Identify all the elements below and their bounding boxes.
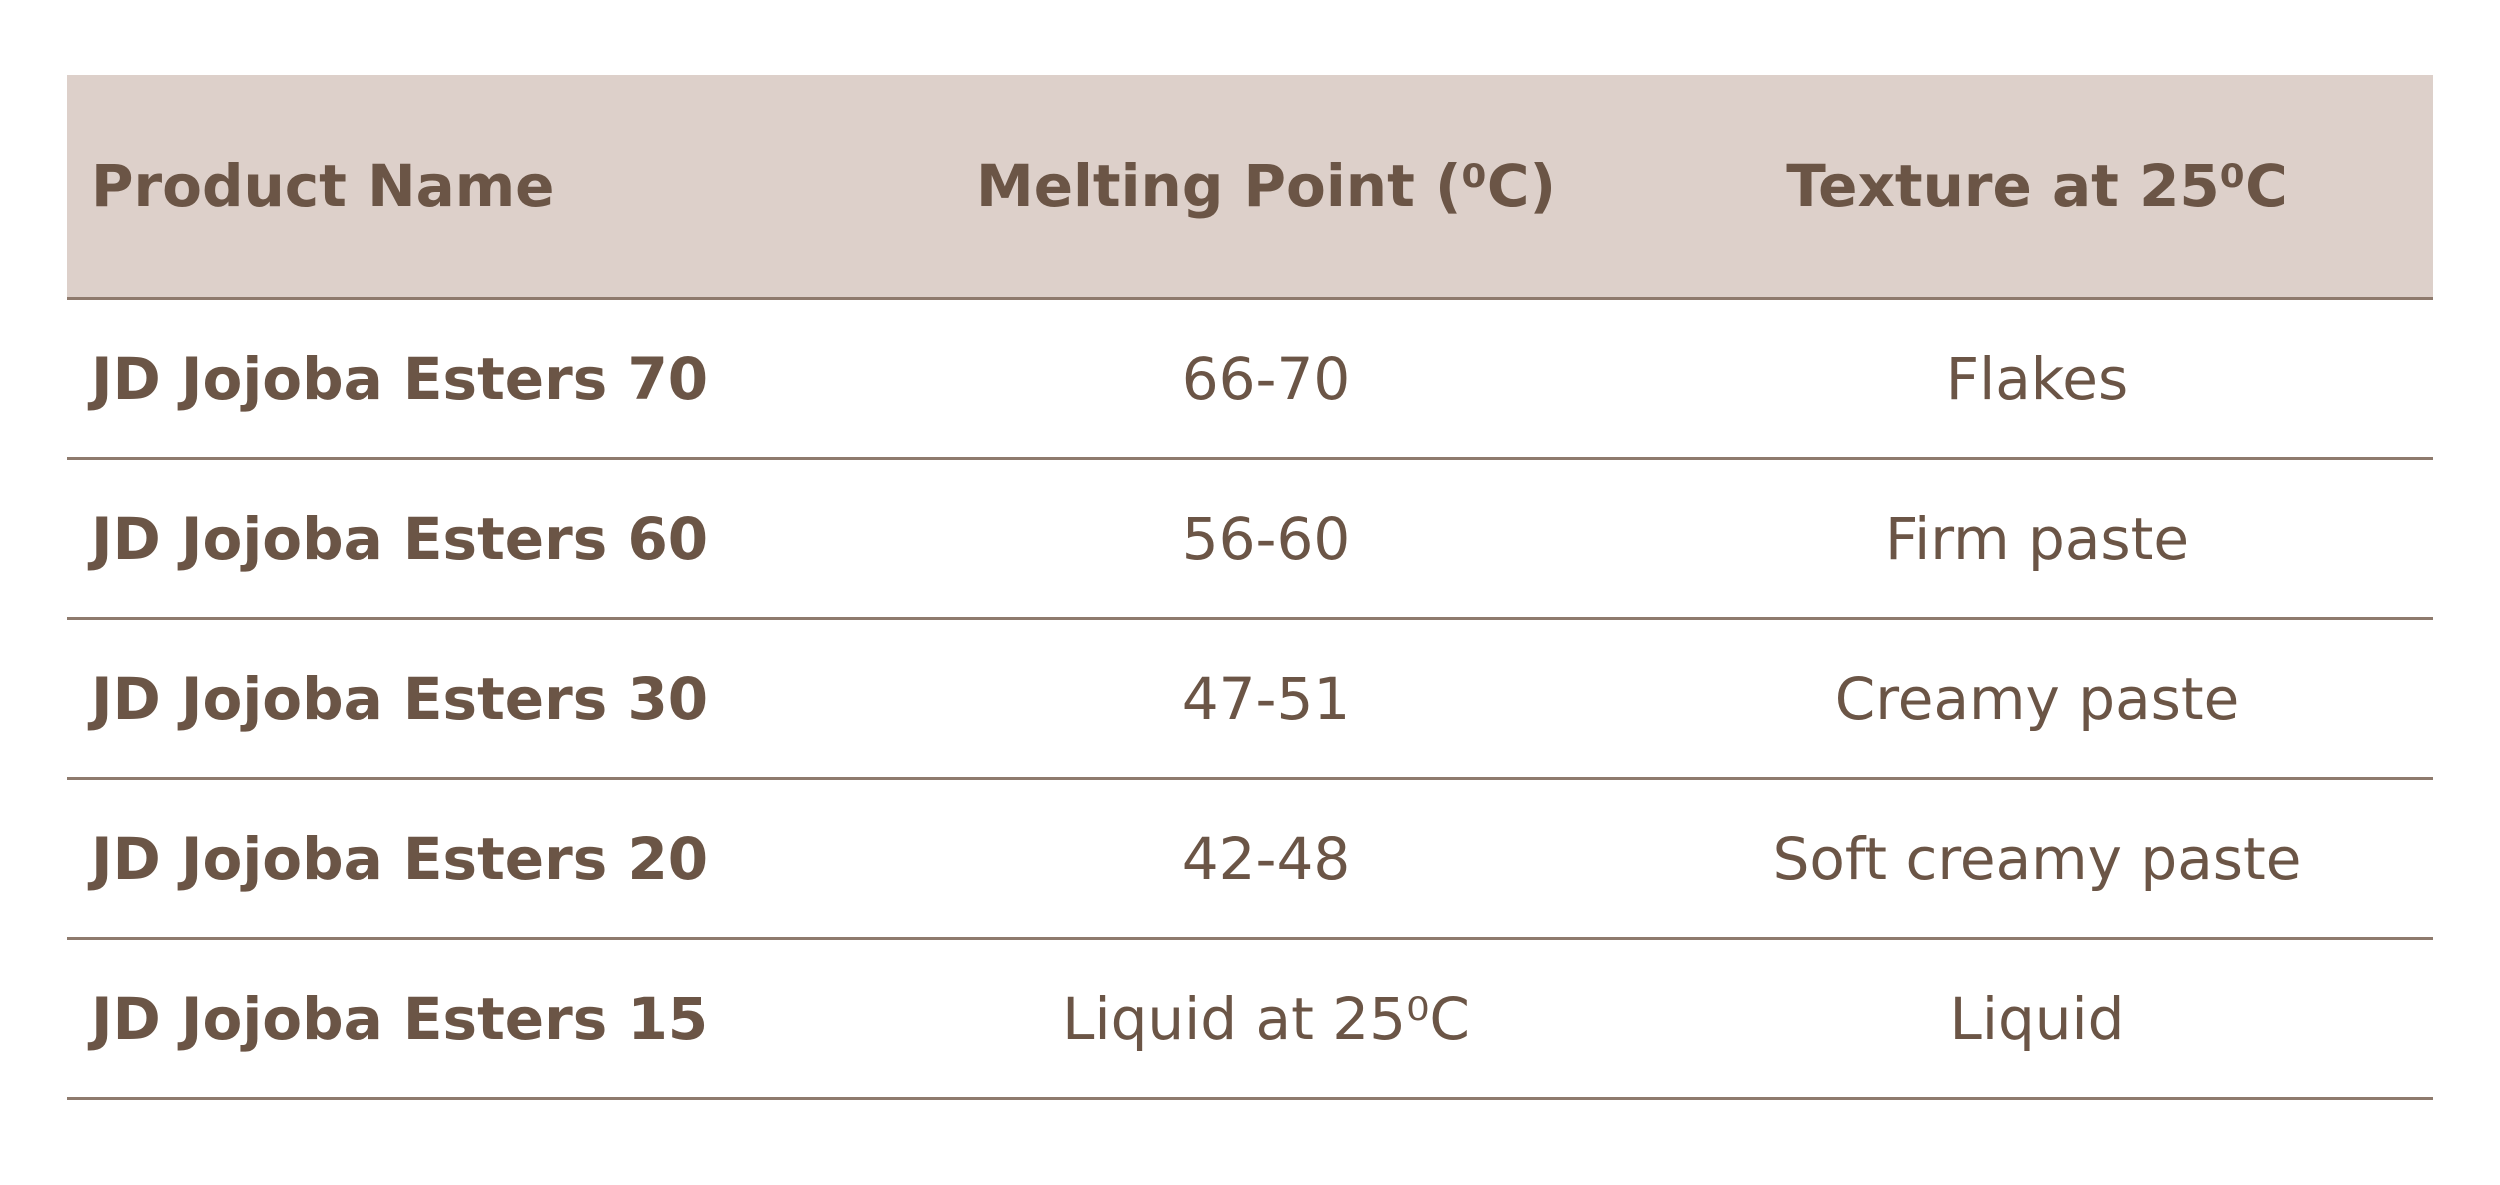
table-cell: 47-51 bbox=[891, 618, 1641, 780]
table-cell: Flakes bbox=[1641, 298, 2433, 460]
table-row: JD Jojoba Esters 15 Liquid at 25⁰C Liquid bbox=[67, 938, 2433, 1100]
table-cell: JD Jojoba Esters 60 bbox=[67, 458, 891, 620]
header-cell: Melting Point (⁰C) bbox=[891, 75, 1641, 300]
table-row: JD Jojoba Esters 30 47-51 Creamy paste bbox=[67, 618, 2433, 780]
table-cell: 56-60 bbox=[891, 458, 1641, 620]
header-cell: Product Name bbox=[67, 75, 891, 300]
table-cell: JD Jojoba Esters 70 bbox=[67, 298, 891, 460]
table-cell: Liquid at 25⁰C bbox=[891, 938, 1641, 1100]
header-cell: Texture at 25⁰C bbox=[1641, 75, 2433, 300]
table-body: JD Jojoba Esters 70 66-70 Flakes JD Jojoba … bbox=[67, 298, 2433, 1100]
table-cell: Soft creamy paste bbox=[1641, 778, 2433, 940]
table-row: JD Jojoba Esters 60 56-60 Firm paste bbox=[67, 458, 2433, 620]
table-cell: Creamy paste bbox=[1641, 618, 2433, 780]
table-cell: JD Jojoba Esters 30 bbox=[67, 618, 891, 780]
table-cell: 66-70 bbox=[891, 298, 1641, 460]
table-row: JD Jojoba Esters 20 42-48 Soft creamy past… bbox=[67, 778, 2433, 940]
table-cell: JD Jojoba Esters 15 bbox=[67, 938, 891, 1100]
table-header: Product Name Melting Point (⁰C) Texture at… bbox=[67, 75, 2433, 300]
table-cell: Firm paste bbox=[1641, 458, 2433, 620]
table-cell: Liquid bbox=[1641, 938, 2433, 1100]
table-row: JD Jojoba Esters 70 66-70 Flakes bbox=[67, 298, 2433, 460]
table-cell: JD Jojoba Esters 20 bbox=[67, 778, 891, 940]
header-row: Product Name Melting Point (⁰C) Texture at… bbox=[67, 75, 2433, 300]
table-cell: 42-48 bbox=[891, 778, 1641, 940]
data-table: Product Name Melting Point (⁰C) Texture at… bbox=[67, 75, 2433, 1100]
